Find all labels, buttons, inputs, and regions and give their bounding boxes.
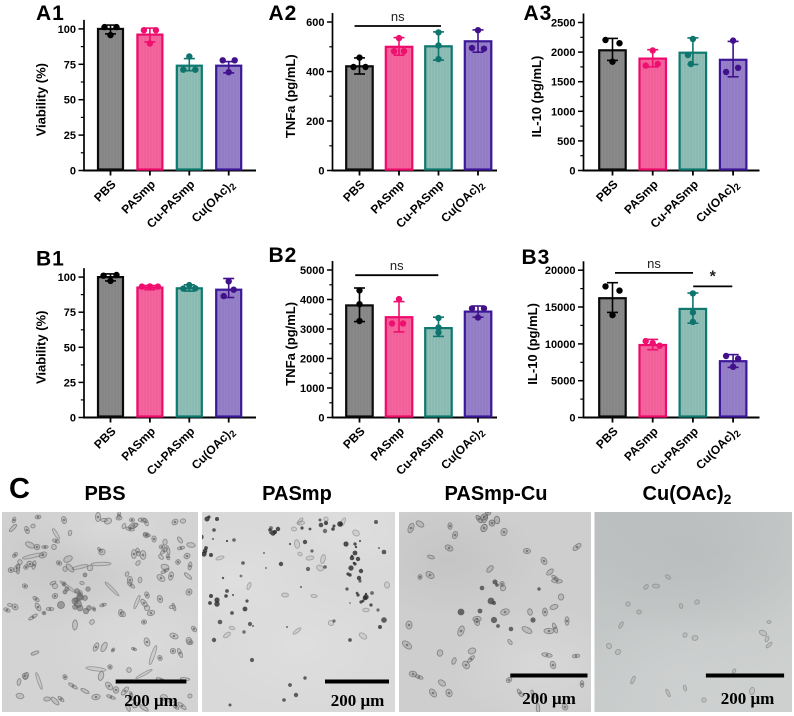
svg-text:ns: ns [391, 9, 405, 24]
svg-text:2000: 2000 [300, 354, 324, 366]
svg-text:TNFa (pg/mL): TNFa (pg/mL) [283, 302, 298, 386]
svg-text:PASmp-Cu: PASmp-Cu [445, 483, 548, 505]
svg-text:0: 0 [70, 413, 76, 425]
svg-text:B1: B1 [36, 248, 65, 271]
svg-text:4000: 4000 [300, 295, 324, 307]
svg-text:5000: 5000 [551, 376, 575, 388]
svg-text:A1: A1 [36, 2, 65, 25]
svg-text:0: 0 [569, 166, 575, 178]
svg-text:B2: B2 [269, 244, 298, 267]
svg-text:A3: A3 [524, 2, 553, 25]
svg-text:75: 75 [64, 307, 76, 319]
svg-text:200 μm: 200 μm [124, 691, 178, 710]
svg-text:B3: B3 [522, 246, 551, 269]
svg-text:0: 0 [569, 413, 575, 425]
svg-text:0: 0 [70, 166, 76, 178]
svg-text:1000: 1000 [551, 106, 575, 118]
svg-text:2500: 2500 [551, 18, 575, 30]
svg-text:Cu(OAc)2: Cu(OAc)2 [643, 483, 732, 507]
svg-text:600: 600 [306, 17, 324, 29]
svg-text:75: 75 [64, 59, 76, 71]
svg-text:25: 25 [64, 377, 76, 389]
svg-text:1000: 1000 [300, 383, 324, 395]
svg-text:200 μm: 200 μm [721, 689, 775, 708]
svg-text:1500: 1500 [551, 77, 575, 89]
svg-text:ns: ns [647, 256, 661, 271]
svg-text:25: 25 [64, 130, 76, 142]
svg-text:ns: ns [390, 258, 404, 273]
svg-text:400: 400 [306, 67, 324, 79]
svg-text:3000: 3000 [300, 324, 324, 336]
svg-text:0: 0 [318, 166, 324, 178]
svg-text:*: * [710, 268, 717, 285]
svg-text:2000: 2000 [551, 47, 575, 59]
svg-text:50: 50 [64, 342, 76, 354]
svg-text:IL-10 (pg/mL): IL-10 (pg/mL) [529, 56, 544, 138]
svg-text:100: 100 [58, 272, 76, 284]
svg-text:Viability (%): Viability (%) [34, 311, 49, 384]
svg-text:50: 50 [64, 95, 76, 107]
svg-text:20000: 20000 [545, 265, 576, 277]
svg-text:200 μm: 200 μm [331, 691, 385, 710]
svg-text:PASmp: PASmp [262, 483, 332, 505]
svg-text:10000: 10000 [545, 339, 576, 351]
svg-text:5000: 5000 [300, 265, 324, 277]
svg-text:IL-10 (pg/mL): IL-10 (pg/mL) [525, 303, 540, 385]
svg-text:15000: 15000 [545, 302, 576, 314]
svg-text:500: 500 [557, 136, 575, 148]
svg-text:PBS: PBS [84, 483, 125, 505]
svg-text:A2: A2 [269, 2, 298, 25]
svg-text:0: 0 [318, 413, 324, 425]
svg-text:200: 200 [306, 116, 324, 128]
svg-text:C: C [9, 473, 30, 505]
svg-text:200 μm: 200 μm [522, 689, 576, 708]
svg-text:100: 100 [58, 24, 76, 36]
svg-text:Viability (%): Viability (%) [34, 63, 49, 136]
svg-text:TNFa (pg/mL): TNFa (pg/mL) [283, 54, 298, 138]
